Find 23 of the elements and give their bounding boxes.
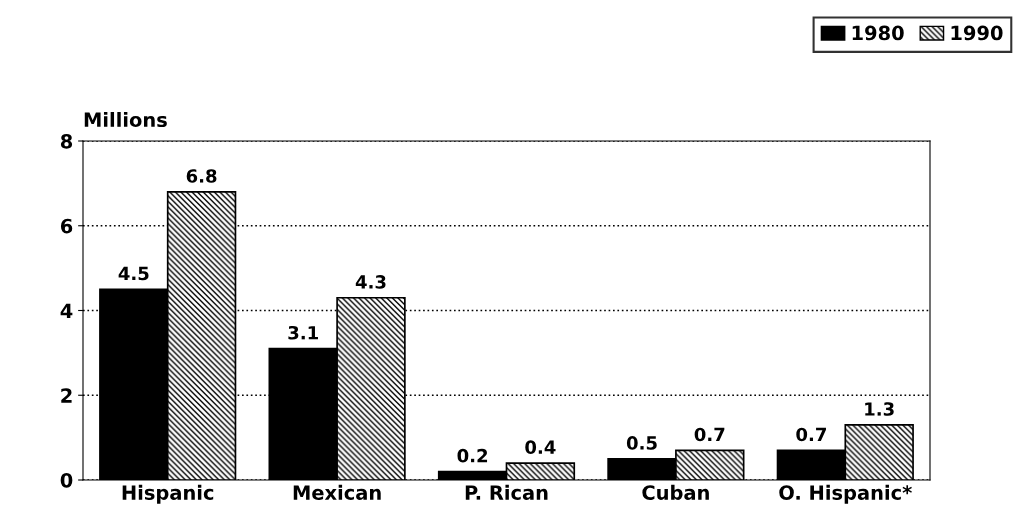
- legend-label: 1980: [852, 25, 904, 41]
- data-label: 3.1: [288, 325, 318, 340]
- data-label: 0.4: [525, 440, 556, 454]
- y-axis-title: Millions: [84, 112, 167, 128]
- y-tick-label: 8: [60, 133, 73, 149]
- x-tick-label: Cuban: [642, 484, 709, 500]
- x-tick-label: Mexican: [293, 484, 381, 500]
- data-label: 1.3: [865, 402, 894, 416]
- y-tick-label: 0: [60, 472, 73, 488]
- data-label: 0.7: [694, 427, 725, 442]
- x-tick-label: P. Rican: [465, 484, 548, 500]
- data-label: 0.2: [457, 448, 488, 463]
- y-tick-label: 4: [60, 303, 73, 318]
- x-tick-label: Hispanic: [122, 484, 214, 504]
- data-label: 0.5: [626, 436, 657, 450]
- data-label: 4.5: [118, 266, 149, 281]
- data-label: 4.3: [355, 275, 386, 289]
- data-label: 0.7: [796, 427, 826, 442]
- data-label: 6.8: [186, 169, 217, 183]
- legend-label: 1990: [951, 25, 1003, 41]
- x-tick-label: O. Hispanic*: [779, 484, 912, 504]
- y-tick-label: 6: [60, 218, 73, 234]
- y-tick-label: 2: [61, 388, 72, 403]
